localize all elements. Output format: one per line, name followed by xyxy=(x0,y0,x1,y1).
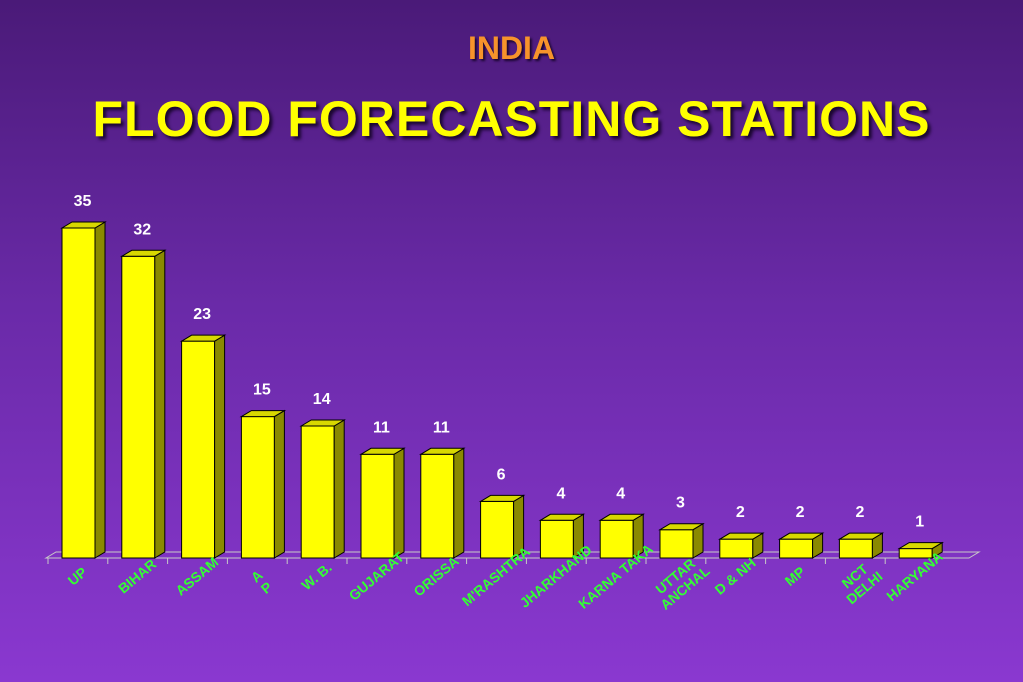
bar-top xyxy=(598,513,646,521)
chart-title: FLOOD FORECASTING STATIONS xyxy=(92,91,931,147)
data-label: 4 xyxy=(556,485,565,502)
data-label: 35 xyxy=(74,193,92,210)
bar-side xyxy=(214,334,226,559)
tick-label: AP xyxy=(248,567,276,597)
bar xyxy=(360,453,395,559)
bar xyxy=(420,453,455,559)
data-label: 2 xyxy=(855,504,864,521)
bar-side xyxy=(94,221,106,559)
tick-label: ASSAM xyxy=(172,554,221,599)
bar-top xyxy=(538,513,586,521)
bar-top xyxy=(897,542,945,550)
bar-top xyxy=(658,523,705,531)
data-label: 32 xyxy=(133,221,151,238)
data-label: 23 xyxy=(193,306,211,323)
tick-label: W. B. xyxy=(298,559,335,593)
bar-top xyxy=(179,334,227,342)
bar-side xyxy=(333,419,345,559)
bar-top xyxy=(478,494,526,502)
bar-top xyxy=(299,419,347,427)
bar-side xyxy=(154,249,166,559)
data-label: 11 xyxy=(433,419,450,436)
chart-subtitle: INDIA xyxy=(467,30,556,66)
bar-top xyxy=(777,532,825,540)
bar xyxy=(240,416,275,559)
bar xyxy=(659,529,694,559)
bar-top xyxy=(418,447,466,455)
data-label: 2 xyxy=(736,504,745,521)
bar xyxy=(181,340,216,559)
data-label: 11 xyxy=(373,419,390,436)
bar xyxy=(599,519,634,559)
data-label: 3 xyxy=(676,495,685,512)
tick-label: UP xyxy=(65,564,90,589)
bar xyxy=(838,538,873,559)
bar-top xyxy=(239,410,287,418)
bar xyxy=(480,500,515,559)
tick-label: ORISSA xyxy=(410,553,461,600)
bar xyxy=(121,255,156,559)
tick-label: BIHAR xyxy=(115,556,159,597)
data-label: 6 xyxy=(497,466,506,483)
tick-label: UTTARANCHAL xyxy=(648,551,714,613)
bar xyxy=(779,538,814,559)
data-label: 1 xyxy=(915,514,924,531)
bar-side xyxy=(453,447,465,559)
bar xyxy=(300,425,335,559)
bar-top xyxy=(359,447,406,455)
bar xyxy=(539,519,574,559)
tick-label: NCTDELHI xyxy=(833,557,885,608)
bar xyxy=(61,227,96,559)
data-label: 4 xyxy=(616,485,625,502)
tick-label: D & NH xyxy=(711,555,758,598)
bar-side xyxy=(273,409,285,559)
bar-top xyxy=(60,221,107,229)
data-label: 2 xyxy=(796,504,805,521)
bar-top xyxy=(119,249,167,257)
data-label: 15 xyxy=(253,382,271,399)
data-label: 14 xyxy=(313,391,331,408)
tick-label: MP xyxy=(782,563,808,589)
bar-side xyxy=(393,447,405,559)
bar-top xyxy=(837,532,885,540)
bar-top xyxy=(717,532,765,540)
